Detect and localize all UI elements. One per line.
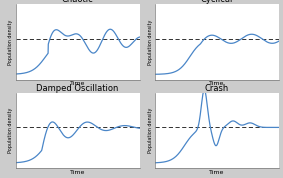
- Y-axis label: Population density: Population density: [8, 108, 14, 153]
- X-axis label: Time: Time: [70, 81, 85, 86]
- Title: Damped Oscillation: Damped Oscillation: [37, 84, 119, 93]
- Title: Chaotic: Chaotic: [62, 0, 93, 4]
- X-axis label: Time: Time: [209, 81, 224, 86]
- Title: Crash: Crash: [205, 84, 229, 93]
- X-axis label: Time: Time: [209, 170, 224, 175]
- Y-axis label: Population density: Population density: [147, 19, 153, 65]
- Y-axis label: Population density: Population density: [8, 19, 14, 65]
- X-axis label: Time: Time: [70, 170, 85, 175]
- Y-axis label: Population density: Population density: [147, 108, 153, 153]
- Title: Cyclical: Cyclical: [200, 0, 233, 4]
